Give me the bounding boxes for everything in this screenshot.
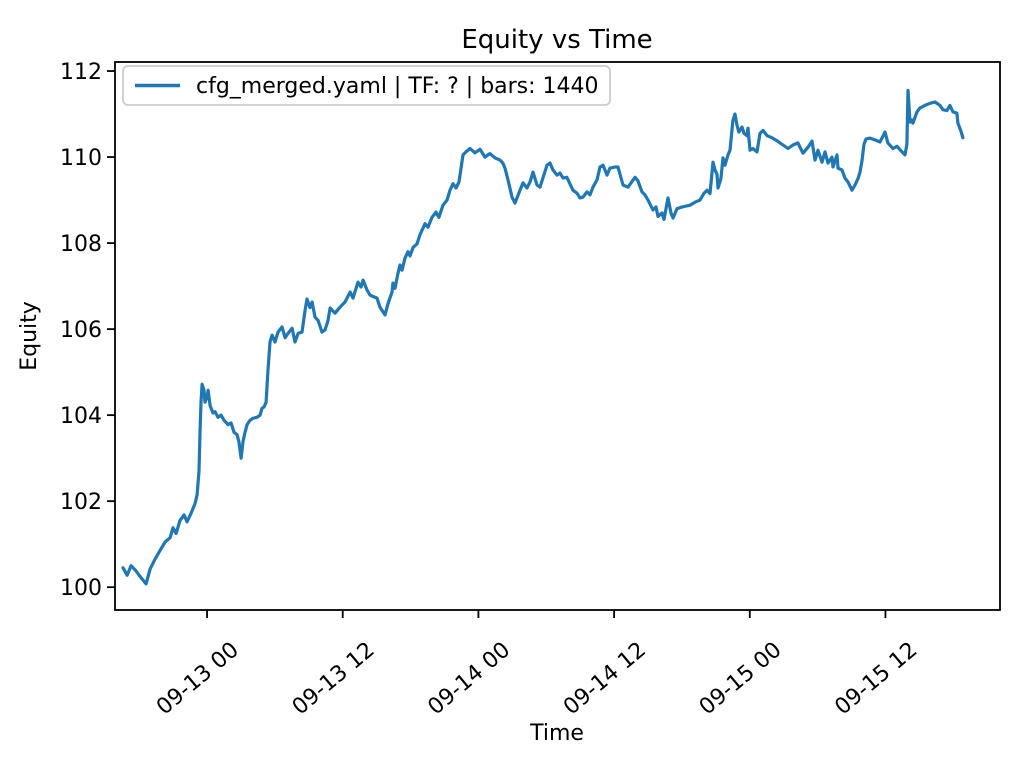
equity-curve [121,88,965,586]
x-tick-label: 09-13 00 [152,637,244,720]
y-tick-label: 110 [60,146,102,171]
y-tick-label: 112 [60,60,102,85]
legend-box [122,65,611,106]
legend: cfg_merged.yaml | TF: ? | bars: 1440 [122,65,611,106]
legend-label: cfg_merged.yaml | TF: ? | bars: 1440 [196,74,599,99]
x-tick-label: 09-14 12 [559,637,651,720]
x-axis-label: Time [529,721,584,746]
plot-frame [114,61,1001,611]
y-axis-label: Equity [17,301,42,371]
chart-title: Equity vs Time [461,25,652,55]
y-tick-label: 106 [60,318,102,343]
x-tick-label: 09-14 00 [423,637,515,720]
series-lines [121,88,965,586]
x-tick-label: 09-15 12 [830,637,922,720]
x-tick-label: 09-13 12 [288,637,380,720]
y-tick-label: 104 [60,404,102,429]
y-tick-label: 100 [60,576,102,601]
y-tick-label: 108 [60,232,102,257]
x-tick-label: 09-15 00 [695,637,787,720]
y-tick-label: 102 [60,490,102,515]
